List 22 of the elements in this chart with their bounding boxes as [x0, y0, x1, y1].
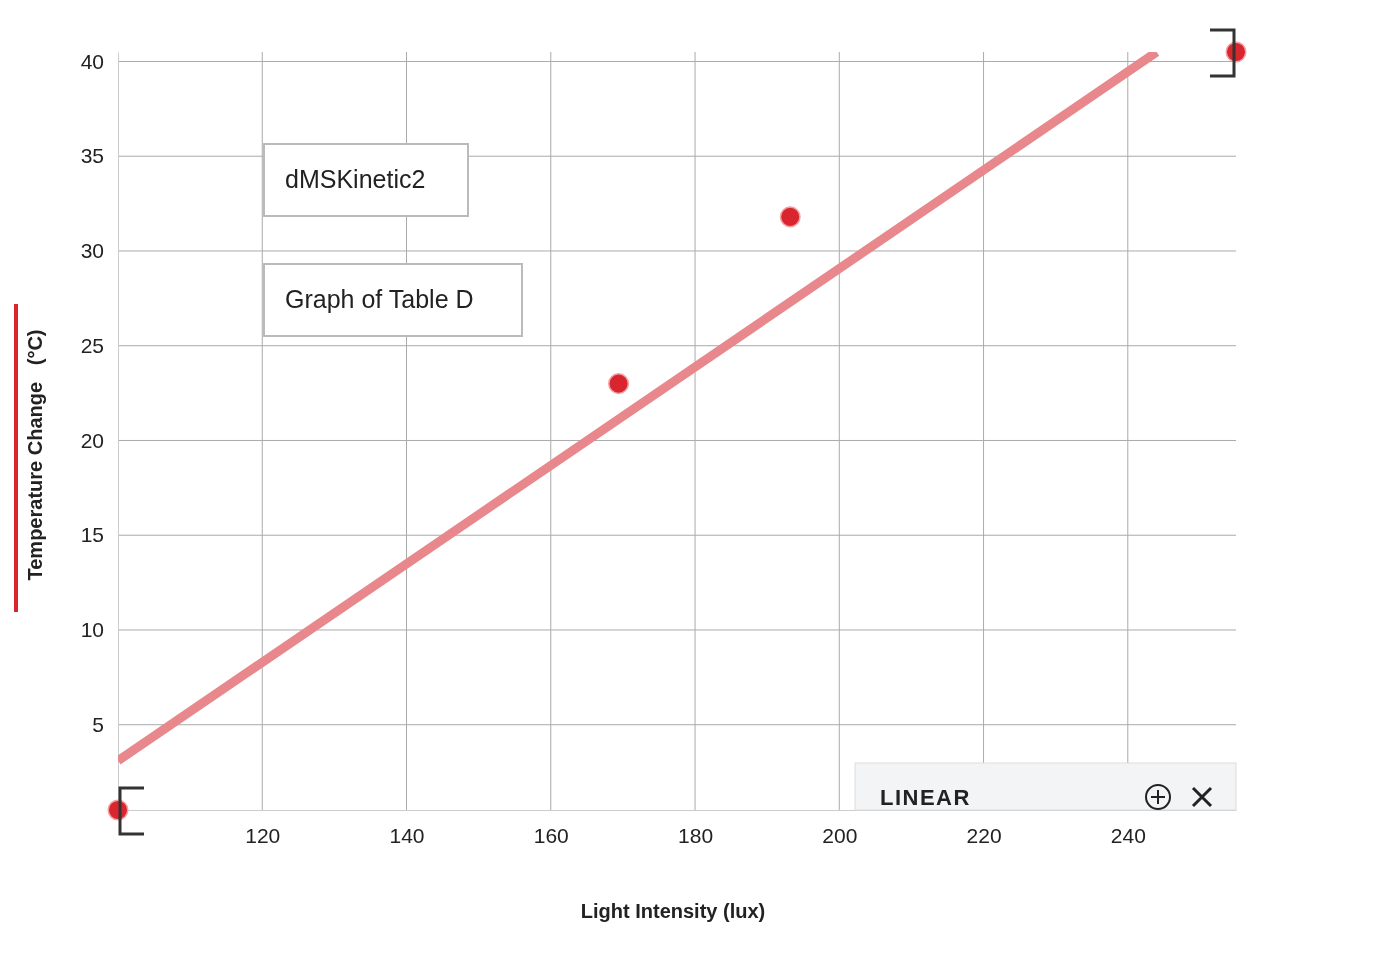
- point: [779, 206, 801, 228]
- y-tick-label: 30: [80, 239, 104, 263]
- y-tick-label: 35: [80, 144, 104, 168]
- x-tick-label: 160: [533, 823, 569, 847]
- x-tick-label: 120: [245, 823, 281, 847]
- annotation: dMSKinetic2: [285, 165, 426, 193]
- y-tick-label: 10: [80, 618, 104, 642]
- annotation: LINEAR: [880, 785, 971, 810]
- x-tick-label: 200: [822, 823, 858, 847]
- annotation: Graph of Table D: [285, 285, 474, 313]
- y-tick-label: 40: [80, 49, 104, 73]
- y-axis-title: Temperature Change (°C): [24, 329, 46, 581]
- y-tick-label: 25: [80, 333, 104, 357]
- y-tick-label: 15: [80, 523, 104, 547]
- x-tick-label: 180: [678, 823, 714, 847]
- y-tick-label: 20: [80, 428, 104, 452]
- y-tick-label: 5: [92, 712, 104, 736]
- x-axis-title: Light Intensity (lux): [580, 900, 766, 922]
- x-tick-label: 240: [1110, 823, 1146, 847]
- x-tick-label: 140: [389, 823, 425, 847]
- x-tick-label: 220: [966, 823, 1002, 847]
- point: [608, 373, 630, 395]
